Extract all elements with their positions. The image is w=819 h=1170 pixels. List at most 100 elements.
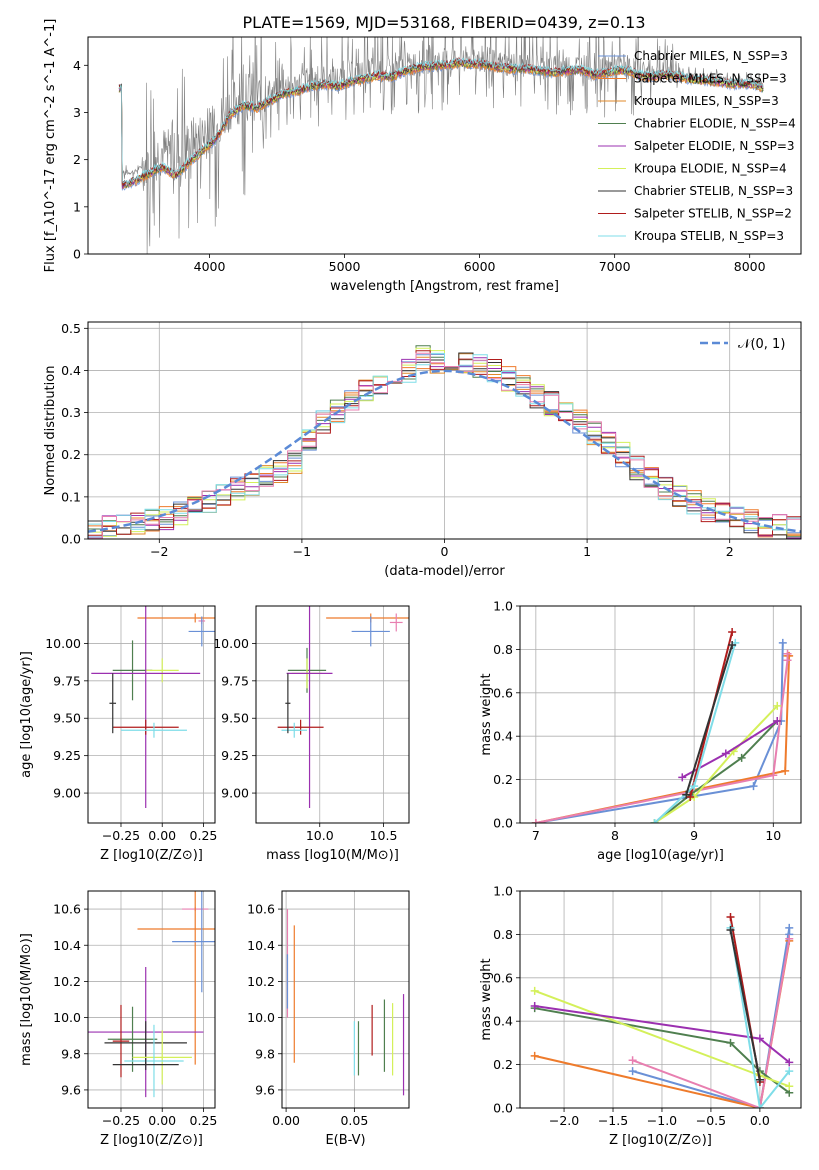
x-tick-label: 0.00 xyxy=(272,1113,300,1128)
x-tick-label: −0.25 xyxy=(102,828,140,843)
gridlines xyxy=(88,606,215,823)
y-tick-label: 10.2 xyxy=(247,974,275,989)
x-tick-label: 0.0 xyxy=(750,1113,770,1128)
x-tick-label: −1 xyxy=(293,544,311,559)
errorbar-point xyxy=(109,673,117,734)
plot-content xyxy=(531,628,794,823)
legend: 𝒩(0, 1) xyxy=(700,337,785,352)
axes-frame xyxy=(519,890,802,1109)
y-tick-label: 0.6 xyxy=(493,970,513,985)
weight-marker xyxy=(726,926,735,935)
errorbar-point xyxy=(120,722,187,738)
errorbar-point xyxy=(112,719,179,735)
weight-line-8 xyxy=(685,644,734,796)
weight-marker xyxy=(531,819,540,823)
y-tick-label: 10.4 xyxy=(53,938,81,953)
legend: Chabrier MILES, N_SSP=3 Salpeter MILES, N… xyxy=(598,49,796,243)
y-tick-label: 10.6 xyxy=(53,902,81,917)
axes-massweight-vs-age: 7 8 9 10 0.0 0.2 0.4 0.6 0.8 1.0 age [log10(age/yr… xyxy=(479,599,802,863)
plot-area xyxy=(88,891,215,1108)
x-axis-label: (data-model)/error xyxy=(384,564,505,579)
errorbar-point xyxy=(188,616,215,647)
y-tick-label: 9.50 xyxy=(53,711,81,726)
y-tick-label: 10.0 xyxy=(53,1010,81,1025)
x-tick-label: −2 xyxy=(150,544,168,559)
y-tick-label: 0.2 xyxy=(493,772,513,787)
legend-entry: Chabrier STELIB, N_SSP=3 xyxy=(634,184,793,198)
y-tick-label: 1 xyxy=(73,199,81,214)
errorbar-point xyxy=(277,719,324,735)
axes-age-vs-mass: 10.0 10.5 9.00 9.25 9.50 9.75 10.00 mass [log10… xyxy=(213,605,410,863)
weight-marker xyxy=(773,701,782,710)
axes-spectrum: 4000 5000 6000 7000 8000 0 1 2 3 4 wavelength [Ang… xyxy=(43,19,802,294)
axes-mass-vs-Z: −0.25 0.00 0.25 9.6 9.8 10.0 10.2 10.4 10.6 Z [lo… xyxy=(19,890,218,1148)
y-tick-label: 9.6 xyxy=(255,1082,275,1097)
weight-marker xyxy=(628,1067,637,1076)
weight-marker xyxy=(785,1082,794,1091)
y-tick-label: 0.2 xyxy=(61,447,81,462)
x-axis-label: Z [log10(Z/Z⊙)] xyxy=(609,1133,712,1148)
errorbar-point xyxy=(172,891,215,993)
x-tick-label: 0.00 xyxy=(148,1113,176,1128)
legend-entry: Salpeter STELIB, N_SSP=2 xyxy=(634,207,792,221)
x-tick-label: 8000 xyxy=(734,259,766,274)
legend-entry: Kroupa STELIB, N_SSP=3 xyxy=(634,229,784,243)
y-tick-label: 9.25 xyxy=(53,748,81,763)
errorbar-point xyxy=(124,1024,184,1098)
y-axis-label: Flux [f_λ10^-17 erg cm^-2 s^-1 A^-1] xyxy=(43,19,58,273)
weight-marker xyxy=(530,986,539,995)
y-tick-label: 0.1 xyxy=(61,489,81,504)
weight-marker xyxy=(783,649,792,658)
y-tick-label: 0.0 xyxy=(61,532,81,547)
errorbar-point xyxy=(389,613,403,632)
plot-content xyxy=(88,891,215,1098)
axes-frame xyxy=(87,321,802,540)
y-tick-label: 10.00 xyxy=(213,636,249,651)
y-tick-label: 9.75 xyxy=(53,673,81,688)
y-tick-label: 9.75 xyxy=(221,673,249,688)
x-tick-label: 7000 xyxy=(599,259,631,274)
x-tick-label: 2 xyxy=(726,544,734,559)
y-tick-label: 0.4 xyxy=(493,1014,513,1029)
axes-massweight-vs-Z: −2.0 −1.5 −1.0 −0.5 0.0 0.0 0.2 0.4 0.6 0.8 1.0 Z [… xyxy=(479,884,802,1148)
x-tick-label: 10.5 xyxy=(370,828,398,843)
y-tick-label: 1.0 xyxy=(493,599,513,614)
x-tick-label: −2.0 xyxy=(549,1113,579,1128)
axes-frame xyxy=(255,605,410,824)
x-tick-label: 0 xyxy=(441,544,449,559)
y-tick-label: 9.8 xyxy=(61,1046,81,1061)
weight-marker xyxy=(755,1034,764,1043)
weight-line-0 xyxy=(535,642,784,823)
legend-entry: Salpeter MILES, N_SSP=3 xyxy=(634,72,787,86)
axes-age-vs-Z: −0.25 0.00 0.25 9.00 9.25 9.50 9.75 10.00 Z [log… xyxy=(19,605,218,863)
weight-marker xyxy=(785,1067,794,1076)
x-axis-label: wavelength [Angstrom, rest frame] xyxy=(330,279,559,294)
y-tick-label: 0 xyxy=(73,247,81,262)
weight-marker xyxy=(678,773,687,782)
x-tick-label: 0.25 xyxy=(190,1113,218,1128)
x-tick-label: 9 xyxy=(690,828,698,843)
x-tick-label: 1 xyxy=(583,544,591,559)
weight-marker xyxy=(650,819,659,823)
y-tick-label: 10.2 xyxy=(53,974,81,989)
x-tick-label: 7 xyxy=(532,828,540,843)
y-tick-label: 10.4 xyxy=(247,938,275,953)
x-tick-label: 0.25 xyxy=(190,828,218,843)
weight-line-2 xyxy=(632,938,791,1108)
weight-marker xyxy=(728,641,737,650)
y-axis-label: mass weight xyxy=(479,958,494,1040)
weight-line-3 xyxy=(653,720,779,823)
x-axis-label: age [log10(age/yr)] xyxy=(597,848,724,863)
y-tick-label: 9.8 xyxy=(255,1046,275,1061)
errorbar-point xyxy=(281,722,307,738)
y-tick-label: 0.4 xyxy=(493,729,513,744)
x-axis-label: E(B-V) xyxy=(325,1133,365,1148)
y-tick-label: 10.00 xyxy=(45,636,81,651)
weight-marker xyxy=(749,782,758,791)
x-axis-label: Z [log10(Z/Z⊙)] xyxy=(100,1133,203,1148)
x-tick-label: 10.0 xyxy=(306,828,334,843)
weight-marker xyxy=(690,782,699,791)
histogram-9 xyxy=(88,352,801,539)
weight-marker xyxy=(778,638,787,647)
